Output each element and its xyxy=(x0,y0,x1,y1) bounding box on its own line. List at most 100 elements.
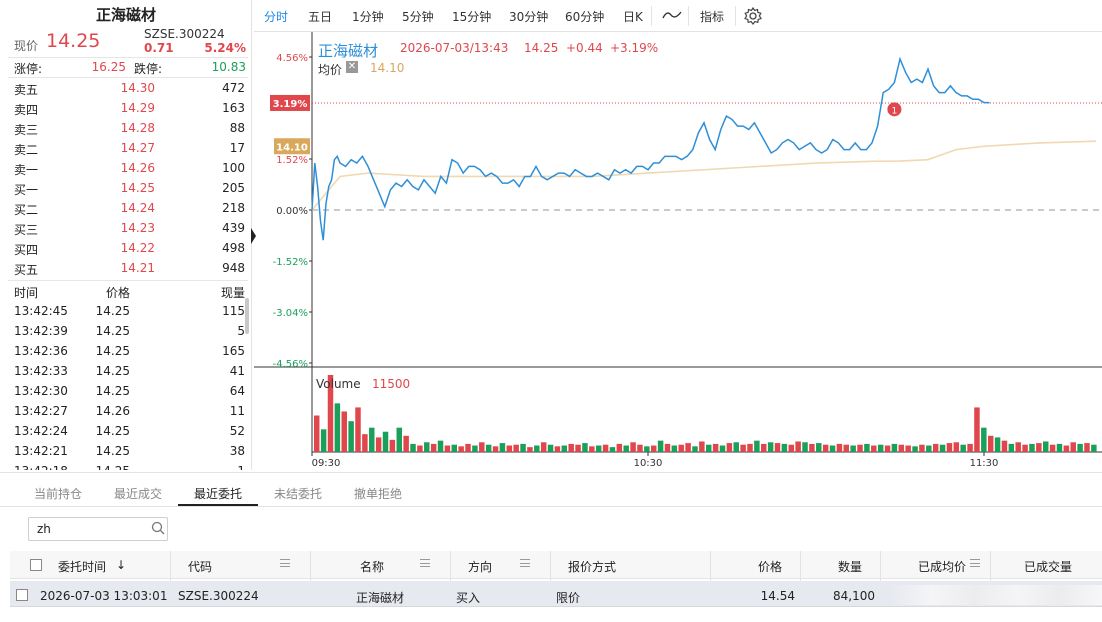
search-icon[interactable] xyxy=(151,521,165,538)
tab-15min[interactable]: 15分钟 xyxy=(452,10,492,24)
order-book-level: 卖二 xyxy=(14,143,39,157)
cell-price: 14.54 xyxy=(760,589,795,603)
volume-bar xyxy=(974,407,980,452)
volume-bar xyxy=(960,444,966,452)
divider xyxy=(8,57,248,58)
cell-side: 买入 xyxy=(456,591,481,605)
order-book-row[interactable]: 买三 14.23 439 xyxy=(0,218,251,238)
order-book-row[interactable]: 卖一 14.26 100 xyxy=(0,158,251,178)
volume-bar xyxy=(444,445,451,452)
order-book-row[interactable]: 卖五 14.30 472 xyxy=(0,78,251,98)
col-code[interactable]: 代码 xyxy=(188,560,213,574)
order-book-row[interactable]: 买四 14.22 498 xyxy=(0,238,251,258)
tab-1min[interactable]: 1分钟 xyxy=(352,10,384,24)
tab-daily-k[interactable]: 日K xyxy=(623,10,643,24)
tab-60min[interactable]: 60分钟 xyxy=(565,10,605,24)
col-avg-filled-price[interactable]: 已成均价 xyxy=(918,560,967,574)
chart-period-tabs: 分时 五日 1分钟 5分钟 15分钟 30分钟 60分钟 日K 指标 xyxy=(254,0,1102,32)
tick-time: 13:42:36 xyxy=(14,344,68,358)
indicator-button[interactable]: 指标 xyxy=(700,10,725,24)
avg-price-badge-label: 14.10 xyxy=(276,142,308,153)
tick-row: 13:42:45 14.25 115 xyxy=(0,301,251,321)
order-book-row[interactable]: 买二 14.24 218 xyxy=(0,198,251,218)
tab-recent-orders[interactable]: 最近委托 xyxy=(194,487,243,501)
tick-list-scrollbar[interactable] xyxy=(245,298,249,334)
order-book-row[interactable]: 卖三 14.28 88 xyxy=(0,118,251,138)
volume-bar xyxy=(1077,443,1083,452)
volume-bar xyxy=(857,444,863,452)
volume-bar xyxy=(616,443,623,452)
order-book-row[interactable]: 卖四 14.29 163 xyxy=(0,98,251,118)
tab-30min[interactable]: 30分钟 xyxy=(509,10,549,24)
volume-bar xyxy=(334,403,341,452)
row-checkbox[interactable] xyxy=(16,589,28,601)
chart-stock-name: 正海磁材 xyxy=(318,42,379,60)
order-book-level: 买一 xyxy=(14,183,39,197)
order-book-row[interactable]: 卖二 14.27 17 xyxy=(0,138,251,158)
search-input[interactable] xyxy=(28,517,168,541)
tab-five-day[interactable]: 五日 xyxy=(308,10,333,24)
volume-bar xyxy=(919,444,925,452)
col-quantity[interactable]: 数量 xyxy=(838,560,863,574)
select-all-checkbox[interactable] xyxy=(30,559,42,571)
tab-recent-trades[interactable]: 最近成交 xyxy=(114,487,163,501)
order-book-level: 买二 xyxy=(14,203,39,217)
stock-code: SZSE.300224 xyxy=(144,27,225,41)
tab-rejected[interactable]: 撤单拒绝 xyxy=(354,487,403,501)
col-price[interactable]: 价格 xyxy=(758,560,783,574)
avg-price-label: 均价 xyxy=(318,63,343,77)
col-filled-qty[interactable]: 已成交量 xyxy=(1024,560,1073,574)
volume-bar xyxy=(946,443,953,452)
tab-5min[interactable]: 5分钟 xyxy=(402,10,434,24)
col-name-menu-icon[interactable] xyxy=(420,559,430,567)
volume-bar xyxy=(809,443,815,452)
volume-bar xyxy=(327,375,334,452)
col-name[interactable]: 名称 xyxy=(360,560,385,574)
volume-bar xyxy=(314,415,320,452)
tab-positions[interactable]: 当前持仓 xyxy=(34,487,83,501)
sort-desc-icon[interactable]: ↓ xyxy=(116,558,127,572)
volume-bar xyxy=(987,435,994,452)
volume-bar xyxy=(767,442,774,452)
volume-bar xyxy=(747,443,753,452)
col-order-time[interactable]: 委托时间 xyxy=(58,560,107,574)
volume-bar xyxy=(355,407,361,452)
col-code-menu-icon[interactable] xyxy=(280,559,290,567)
line-style-icon[interactable] xyxy=(662,8,682,25)
tick-row: 13:42:33 14.25 41 xyxy=(0,361,251,381)
volume-bar xyxy=(547,444,554,452)
intraday-chart[interactable]: 4.56% 1.52% 0.00% -1.52% -3.04% -4.56% 3.19% 14… xyxy=(254,32,1102,470)
order-book-row[interactable]: 买五 14.21 948 xyxy=(0,258,251,278)
collapse-arrow-icon[interactable] xyxy=(251,228,256,244)
volume-bar xyxy=(458,446,464,452)
limit-down-value: 10.83 xyxy=(211,60,246,74)
divider xyxy=(735,6,736,26)
volume-bar xyxy=(877,444,884,452)
col-avg-menu-icon[interactable] xyxy=(970,559,980,567)
divider xyxy=(550,551,551,607)
volume-bar xyxy=(967,443,973,452)
volume-bar xyxy=(816,443,822,452)
x-tick-label: 10:30 xyxy=(634,458,663,469)
tab-open-orders[interactable]: 未结委托 xyxy=(274,487,323,501)
volume-bar xyxy=(657,440,664,452)
volume-bar xyxy=(362,434,368,452)
tick-volume: 11 xyxy=(229,404,245,418)
settings-gear-icon[interactable] xyxy=(743,6,763,29)
col-side[interactable]: 方向 xyxy=(468,560,493,574)
volume-bar xyxy=(1008,443,1015,452)
close-avg-icon[interactable]: ✕ xyxy=(346,61,358,73)
volume-bar xyxy=(479,442,485,452)
volume-bar xyxy=(981,427,987,452)
col-price-type[interactable]: 报价方式 xyxy=(568,560,617,574)
volume-bar xyxy=(822,444,829,452)
cell-order-time: 2026-07-03 13:03:01 xyxy=(40,589,168,603)
volume-bar xyxy=(534,445,540,452)
col-side-menu-icon[interactable] xyxy=(520,559,530,567)
tab-fenshi[interactable]: 分时 xyxy=(264,10,289,24)
volume-bar xyxy=(492,446,499,452)
tick-volume: 41 xyxy=(229,364,245,378)
order-book-row[interactable]: 买一 14.25 205 xyxy=(0,178,251,198)
order-book-price: 14.29 xyxy=(120,101,155,115)
volume-bar xyxy=(623,445,629,452)
